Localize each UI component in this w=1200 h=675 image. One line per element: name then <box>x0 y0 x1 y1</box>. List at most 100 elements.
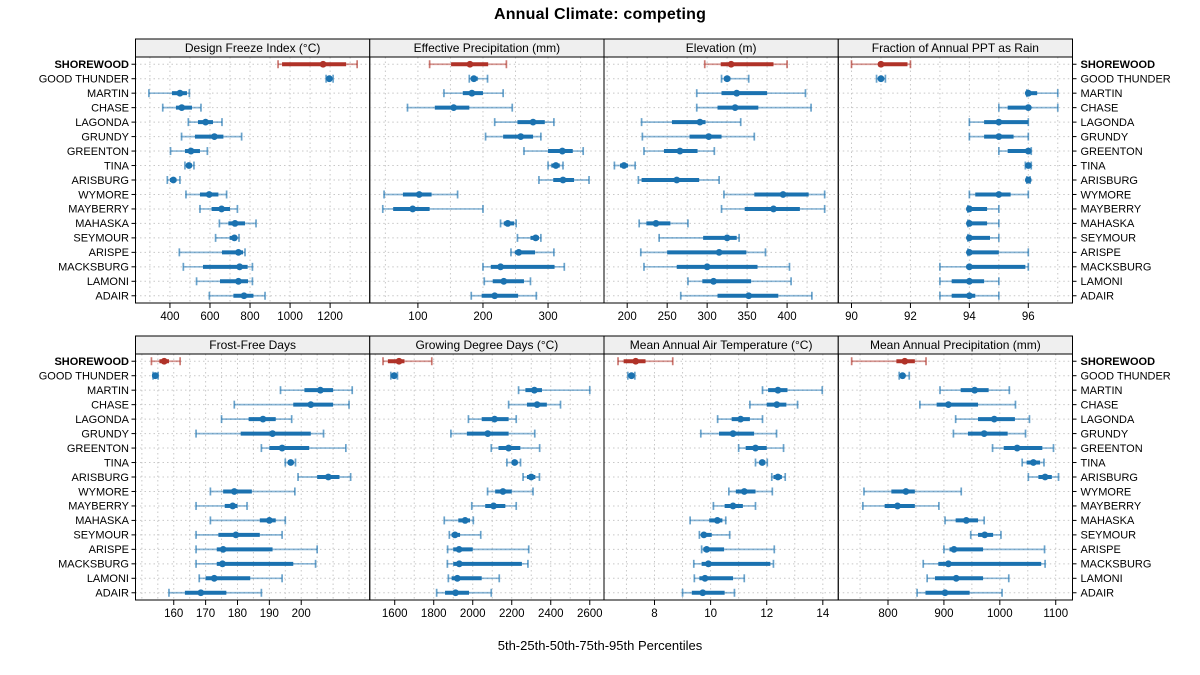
median-dot <box>901 357 909 365</box>
median-dot <box>710 277 717 285</box>
row-label-left: ARISBURG <box>72 175 129 187</box>
interval-row <box>968 118 1030 127</box>
interval-row <box>643 147 716 156</box>
median-dot <box>505 444 513 452</box>
panel: Mean Annual Precipitation (mm) 800 900 1000… <box>837 335 1073 620</box>
interval-row <box>954 415 1031 424</box>
row-label-left: MAHASKA <box>75 515 129 527</box>
median-dot <box>202 118 209 126</box>
row-label-right: WYMORE <box>1081 189 1132 201</box>
panel-strip-title: Mean Annual Precipitation (mm) <box>870 338 1041 352</box>
interval-row <box>850 60 912 69</box>
median-dot <box>950 545 958 553</box>
row-label-right: GOOD THUNDER <box>1081 371 1171 383</box>
median-dot <box>1029 459 1037 466</box>
interval-row <box>450 429 536 438</box>
median-dot <box>259 415 267 423</box>
row-label-left: TINA <box>104 160 130 172</box>
interval-row <box>965 233 1000 242</box>
row-label-right: WYMORE <box>1081 486 1132 498</box>
interval-row <box>640 118 742 127</box>
median-dot <box>235 277 242 285</box>
panel-strip-title: Effective Precipitation (mm) <box>414 41 561 55</box>
median-dot <box>752 444 759 452</box>
x-tick-label: 90 <box>845 311 858 323</box>
x-tick-label: 200 <box>618 311 637 323</box>
median-dot <box>452 589 459 597</box>
median-dot <box>231 220 239 227</box>
median-dot <box>559 176 567 184</box>
median-dot <box>1024 176 1032 184</box>
interval-row <box>850 357 927 366</box>
row-label-left: MAHASKA <box>75 218 129 230</box>
x-tick-label: 250 <box>658 311 677 323</box>
interval-row <box>754 458 769 467</box>
median-dot <box>210 133 218 140</box>
interval-row <box>198 574 283 583</box>
median-dot <box>703 545 711 553</box>
row-label-right: SHOREWOOD <box>1081 356 1156 368</box>
median-dot <box>995 118 1003 126</box>
median-dot <box>470 75 478 83</box>
panel-strip-title: Design Freeze Index (°C) <box>185 41 321 55</box>
median-dot <box>235 248 242 256</box>
median-dot <box>415 191 423 198</box>
x-tick-label: 600 <box>200 311 219 323</box>
median-dot <box>160 357 168 365</box>
interval-row <box>965 219 1000 228</box>
interval-row <box>208 291 266 300</box>
median-dot <box>558 147 566 155</box>
interval-row <box>406 103 514 112</box>
row-label-left: LAGONDA <box>75 117 129 129</box>
interval-row <box>716 415 764 424</box>
interval-row <box>218 219 257 228</box>
median-dot <box>395 357 403 365</box>
panel-border <box>837 353 1073 601</box>
row-label-left: MARTIN <box>87 88 129 100</box>
panel: Frost-Free Days 160 170 180 190 200 <box>135 335 371 620</box>
interval-row <box>639 248 767 257</box>
median-dot <box>894 502 901 510</box>
interval-row <box>233 400 350 409</box>
median-dot <box>774 473 782 481</box>
median-dot <box>205 191 213 198</box>
panel: Design Freeze Index (°C) 400 600 800 1000 120… <box>135 38 371 323</box>
median-dot <box>240 292 248 300</box>
interval-row <box>169 147 209 156</box>
row-label-right: GREENTON <box>1081 443 1143 455</box>
panel: Mean Annual Air Temperature (°C) 8 10 12 14 <box>603 335 839 620</box>
row-label-left: CHASE <box>91 399 129 411</box>
row-label-left: SEYMOUR <box>73 233 129 245</box>
panel-strip-title: Growing Degree Days (°C) <box>415 338 558 352</box>
row-label-left: GRUNDY <box>81 428 129 440</box>
interval-row <box>720 74 750 83</box>
interval-row <box>381 204 484 213</box>
interval-row <box>470 501 518 510</box>
median-dot <box>770 205 777 213</box>
row-label-left: SHOREWOOD <box>54 59 129 71</box>
row-label-left: LAGONDA <box>75 414 129 426</box>
x-tick-label: 94 <box>963 311 976 323</box>
interval-row <box>698 530 731 539</box>
median-dot <box>965 205 973 213</box>
median-dot <box>733 89 741 97</box>
interval-row <box>279 386 354 395</box>
x-tick-label: 1000 <box>277 311 303 323</box>
interval-row <box>679 291 813 300</box>
interval-row <box>637 176 720 184</box>
row-label-left: MACKSBURG <box>58 559 129 571</box>
row-label-right: LAGONDA <box>1081 117 1135 129</box>
interval-row <box>695 103 812 112</box>
median-dot <box>729 430 737 437</box>
row-label-right: GRUNDY <box>1081 428 1129 440</box>
axis-caption: 5th-25th-50th-75th-95th Percentiles <box>497 638 703 653</box>
median-dot <box>218 205 225 213</box>
median-dot <box>517 133 525 140</box>
x-tick-label: 800 <box>878 608 897 620</box>
median-dot <box>773 401 781 409</box>
interval-row <box>447 574 501 583</box>
row-label-right: MAHASKA <box>1081 218 1135 230</box>
interval-row <box>712 501 757 510</box>
interval-row <box>1021 458 1045 467</box>
